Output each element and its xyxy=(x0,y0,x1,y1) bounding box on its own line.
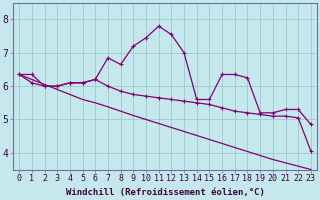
X-axis label: Windchill (Refroidissement éolien,°C): Windchill (Refroidissement éolien,°C) xyxy=(66,188,264,197)
